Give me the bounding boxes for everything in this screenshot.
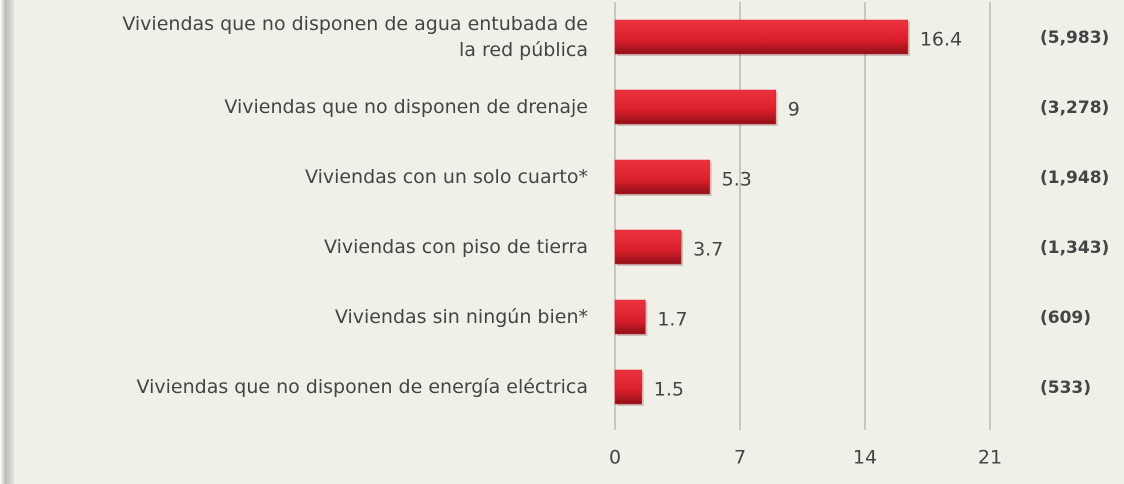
count-label: (609) bbox=[1040, 308, 1091, 328]
value-label: 16.4 bbox=[920, 29, 962, 51]
category-label: Viviendas que no disponen de energía elé… bbox=[136, 376, 588, 398]
category-label: Viviendas con piso de tierra bbox=[324, 236, 588, 258]
category-label: Viviendas sin ningún bien* bbox=[334, 306, 588, 328]
bar bbox=[614, 89, 776, 125]
value-label: 5.3 bbox=[722, 169, 752, 191]
category-label: Viviendas que no disponen de drenaje bbox=[224, 96, 588, 118]
left-edge bbox=[0, 0, 14, 484]
x-tick-label: 7 bbox=[734, 447, 746, 469]
x-tick-label: 21 bbox=[978, 447, 1002, 469]
value-label: 3.7 bbox=[693, 239, 723, 261]
value-label: 1.7 bbox=[657, 309, 687, 331]
value-label: 1.5 bbox=[654, 379, 684, 401]
count-label: (1,948) bbox=[1040, 168, 1109, 188]
bar bbox=[614, 299, 646, 335]
bar bbox=[614, 369, 643, 405]
count-label: (5,983) bbox=[1040, 28, 1109, 48]
x-tick-label: 14 bbox=[853, 447, 877, 469]
bar bbox=[614, 229, 682, 265]
x-tick-label: 0 bbox=[609, 447, 621, 469]
bar bbox=[614, 159, 710, 195]
category-label: Viviendas que no disponen de agua entuba… bbox=[122, 13, 588, 61]
category-label: Viviendas con un solo cuarto* bbox=[304, 166, 588, 188]
value-label: 9 bbox=[788, 99, 800, 121]
count-label: (3,278) bbox=[1040, 98, 1109, 118]
count-label: (1,343) bbox=[1040, 238, 1109, 258]
count-label: (533) bbox=[1040, 378, 1091, 398]
bar bbox=[614, 19, 909, 55]
